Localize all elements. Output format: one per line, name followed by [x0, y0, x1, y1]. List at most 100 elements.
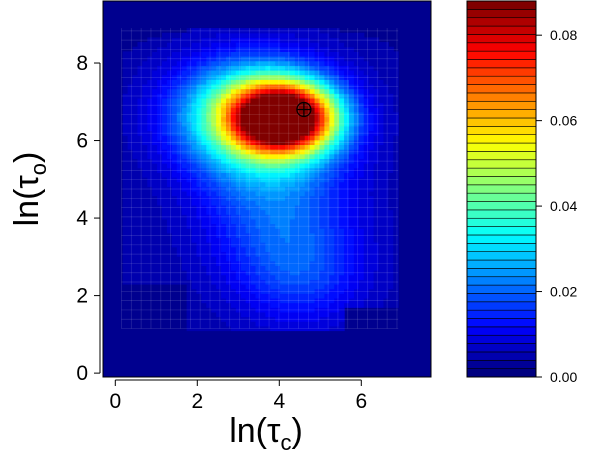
density-cell — [339, 218, 345, 225]
density-cell — [216, 200, 222, 206]
density-cell — [358, 42, 365, 48]
density-cell — [329, 232, 335, 239]
density-cell — [393, 167, 399, 173]
density-cell — [270, 321, 276, 327]
colorbar-band — [466, 259, 537, 269]
density-cell — [383, 125, 389, 132]
density-cell — [142, 251, 148, 257]
density-cell — [176, 163, 183, 169]
density-cell — [245, 167, 252, 173]
density-cell — [294, 321, 301, 327]
density-cell — [191, 251, 198, 257]
density-cell — [226, 93, 232, 99]
density-cell — [216, 232, 222, 239]
density-cell — [186, 42, 193, 48]
density-cell — [211, 88, 217, 94]
density-cell — [166, 153, 173, 159]
density-cell — [344, 121, 350, 127]
density-cell — [147, 130, 153, 136]
density-cell — [176, 51, 183, 57]
density-cell — [304, 214, 311, 220]
density-cell — [324, 256, 330, 262]
density-cell — [280, 107, 286, 113]
density-cell — [324, 79, 330, 85]
colorbar-band — [466, 167, 537, 177]
density-cell — [235, 176, 242, 183]
density-cell — [216, 97, 222, 104]
density-cell — [206, 274, 212, 280]
density-cell — [226, 83, 232, 90]
density-cell — [314, 228, 321, 234]
density-cell — [235, 139, 242, 146]
density-cell — [245, 279, 252, 285]
density-cell — [211, 158, 217, 164]
density-cell — [206, 218, 212, 225]
density-cell — [373, 158, 380, 164]
density-cell — [280, 274, 286, 280]
density-cell — [122, 60, 129, 66]
density-cell — [299, 218, 306, 225]
density-cell — [240, 316, 247, 322]
colorbar-band — [466, 293, 537, 303]
density-cell — [122, 232, 129, 239]
density-cell — [368, 51, 375, 57]
density-cell — [127, 149, 134, 155]
density-cell — [260, 293, 266, 299]
density-cell — [358, 135, 365, 141]
density-cell — [289, 70, 296, 76]
density-cell — [206, 302, 212, 308]
density-cell — [294, 139, 301, 146]
density-cell — [285, 302, 291, 308]
density-cell — [250, 316, 257, 322]
density-cell — [166, 200, 173, 206]
density-cell — [122, 176, 129, 183]
density-cell — [260, 144, 266, 150]
density-cell — [245, 297, 252, 304]
density-cell — [388, 302, 394, 308]
density-cell — [206, 167, 212, 173]
density-cell — [260, 79, 266, 85]
density-cell — [226, 270, 232, 276]
density-cell — [226, 209, 232, 215]
density-cell — [280, 42, 286, 48]
density-cell — [309, 74, 316, 80]
density-cell — [127, 60, 134, 66]
density-cell — [344, 293, 350, 299]
density-cell — [383, 42, 389, 48]
density-cell — [285, 311, 291, 318]
density-cell — [245, 97, 252, 104]
density-cell — [191, 307, 198, 313]
density-cell — [329, 121, 335, 127]
density-cell — [230, 293, 237, 299]
density-cell — [285, 65, 291, 71]
density-cell — [358, 228, 365, 234]
density-cell — [245, 153, 252, 159]
density-cell — [324, 321, 330, 327]
density-cell — [132, 65, 139, 71]
density-cell — [171, 125, 178, 132]
density-cell — [304, 293, 311, 299]
density-cell — [289, 88, 296, 94]
density-cell — [393, 190, 399, 197]
density-cell — [157, 60, 163, 66]
density-cell — [255, 204, 262, 211]
density-cell — [216, 279, 222, 285]
density-cell — [299, 28, 306, 34]
density-cell — [363, 288, 370, 294]
density-cell — [368, 93, 375, 99]
density-cell — [299, 209, 306, 215]
density-cell — [344, 158, 350, 164]
density-cell — [260, 311, 266, 318]
density-cell — [314, 176, 321, 183]
density-cell — [191, 79, 198, 85]
density-cell — [162, 111, 168, 118]
density-cell — [388, 111, 394, 118]
density-cell — [157, 144, 163, 150]
density-cell — [191, 51, 198, 57]
density-cell — [393, 186, 399, 192]
density-cell — [334, 209, 340, 215]
density-cell — [393, 209, 399, 215]
density-cell — [235, 111, 242, 118]
density-cell — [206, 325, 212, 332]
density-cell — [383, 297, 389, 304]
